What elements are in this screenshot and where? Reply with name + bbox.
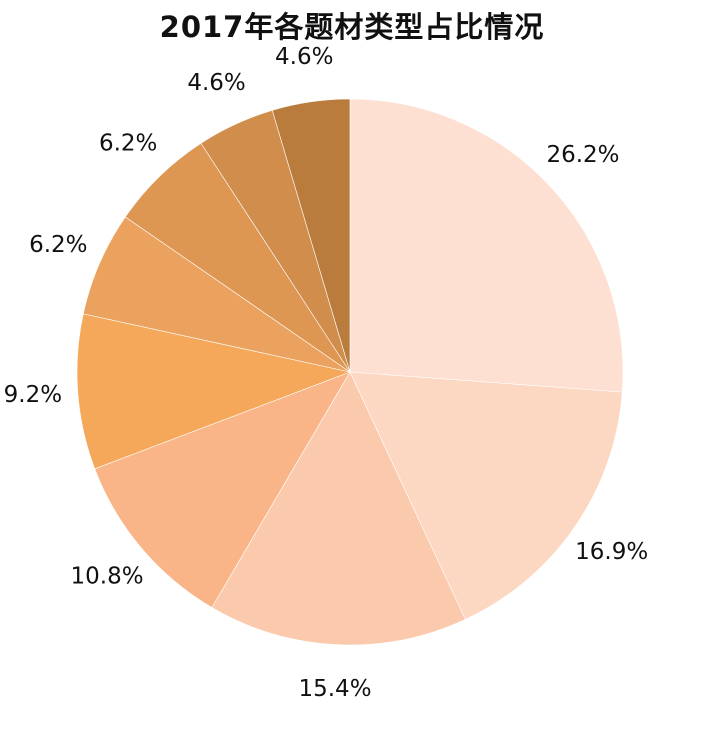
pie-slice-5 xyxy=(76,313,352,470)
pie-label-4: 10.8% xyxy=(71,564,144,590)
pie-label-5: 9.2% xyxy=(4,382,62,408)
pie-slice-2 xyxy=(349,371,623,620)
pie-label-2: 16.9% xyxy=(575,539,648,565)
pie-slice-4 xyxy=(94,371,351,608)
pie-label-3: 15.4% xyxy=(298,676,371,702)
pie-labels: 26.2% 16.9% 15.4% 10.8% 9.2% 6.2% 6.2% 4.6% 4.6% xyxy=(4,44,649,702)
pie-label-6: 6.2% xyxy=(29,232,87,258)
pie-slice-3 xyxy=(211,371,466,646)
pie-slice-9 xyxy=(271,98,351,373)
pie-label-7: 6.2% xyxy=(99,131,157,157)
pie-label-1: 26.2% xyxy=(546,142,619,168)
pie-slices xyxy=(76,98,624,646)
pie-label-9: 4.6% xyxy=(275,44,333,70)
pie-slice-1 xyxy=(349,98,624,393)
chart-title: 2017年各题材类型占比情况 xyxy=(159,10,545,44)
pie-label-8: 4.6% xyxy=(187,70,245,96)
